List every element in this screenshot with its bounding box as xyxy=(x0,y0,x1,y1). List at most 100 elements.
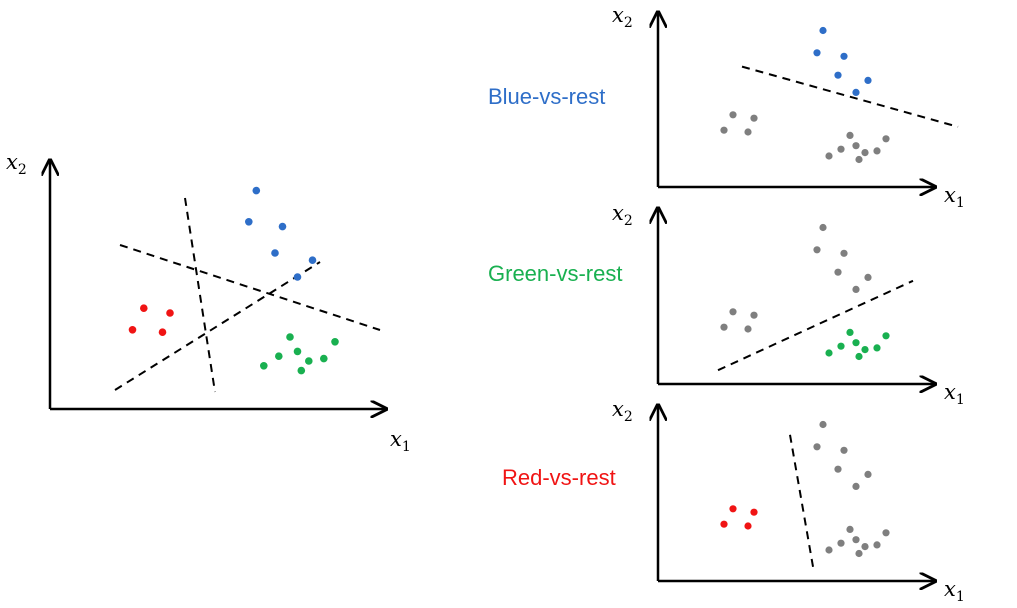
blue-panel-red-point-4 xyxy=(744,128,752,136)
combined-green-point-2 xyxy=(331,338,339,346)
blue-x-label: x1 xyxy=(944,183,965,211)
red-panel-blue-point-4 xyxy=(834,465,842,473)
combined-blue-point-3 xyxy=(278,222,287,231)
red-panel-blue-point-1 xyxy=(819,420,827,429)
red-panel-green-point-4 xyxy=(852,536,860,544)
combined-green-point-8 xyxy=(297,366,306,375)
green-panel-green-point-4 xyxy=(852,339,860,347)
red-panel-green-point-5 xyxy=(861,543,869,551)
combined-green-point-3 xyxy=(275,352,283,361)
red-x-label: x1 xyxy=(944,577,965,605)
combined-red-point-4 xyxy=(158,328,167,337)
green-panel-red-point-2 xyxy=(720,323,728,331)
red-panel-blue-point-3 xyxy=(840,446,848,454)
combined-blue-point-4 xyxy=(271,249,279,257)
combined-red-point-3 xyxy=(166,309,174,317)
combined-green-point-6 xyxy=(320,354,328,363)
green-panel-green-point-7 xyxy=(825,349,833,357)
green-panel-green-point-1 xyxy=(846,328,854,336)
blue-vs-rest-label: Blue-vs-rest xyxy=(488,84,605,109)
blue-panel-green-point-3 xyxy=(837,145,845,153)
combined-blue-point-2 xyxy=(245,218,253,226)
combined-blue-point-6 xyxy=(293,273,302,281)
green-panel-blue-point-6 xyxy=(852,285,860,293)
blue-panel-green-point-5 xyxy=(861,149,869,157)
green-panel-green-point-2 xyxy=(882,332,890,340)
green-panel-blue-point-5 xyxy=(864,273,872,281)
blue-vs-rest-panel: x1 x2 xyxy=(612,3,965,211)
blue-panel-red-point-2 xyxy=(720,126,728,134)
green-panel-blue-point-3 xyxy=(840,249,848,257)
green-panel-red-point-3 xyxy=(750,311,758,319)
red-panel-green-point-2 xyxy=(882,529,890,537)
red-separator-line xyxy=(789,434,815,573)
combined-red-point-1 xyxy=(140,304,148,313)
blue-panel-red-point-3 xyxy=(750,114,758,122)
blue-panel-green-point-8 xyxy=(855,155,863,164)
blue-y-label: x2 xyxy=(612,3,633,31)
red-panel-blue-point-2 xyxy=(813,443,821,451)
blue-separator-line xyxy=(741,65,959,128)
red-vs-rest-panel: x1 x2 xyxy=(612,397,965,605)
red-panel-green-point-6 xyxy=(873,541,881,549)
blue-panel-blue-point-2 xyxy=(813,49,821,57)
blue-panel-blue-point-5 xyxy=(864,76,872,84)
green-panel-red-point-1 xyxy=(729,308,737,316)
green-separator-line xyxy=(717,279,914,372)
green-x-label: x1 xyxy=(944,380,965,408)
green-panel-green-point-6 xyxy=(873,344,881,352)
green-vs-rest-label: Green-vs-rest xyxy=(488,261,622,286)
blue-panel-green-point-2 xyxy=(882,135,890,143)
combined-blue-point-1 xyxy=(252,186,261,195)
blue-panel-blue-point-1 xyxy=(819,26,827,35)
red-panel-blue-point-5 xyxy=(864,470,872,478)
red-panel-red-point-1 xyxy=(729,505,737,513)
blue-panel-blue-point-4 xyxy=(834,71,842,79)
green-separator xyxy=(717,279,914,372)
green-panel-green-point-5 xyxy=(861,346,869,354)
combined-x-label: x1 xyxy=(390,427,411,455)
red-y-label: x2 xyxy=(612,397,633,425)
red-panel-green-point-1 xyxy=(846,525,854,534)
combined-separator-green xyxy=(114,261,321,391)
red-panel-red-point-3 xyxy=(750,508,758,516)
red-panel-red-point-4 xyxy=(744,522,752,530)
combined-green-point-4 xyxy=(293,347,302,356)
blue-panel-green-point-6 xyxy=(873,147,881,155)
green-panel-green-point-3 xyxy=(837,342,845,350)
blue-panel-blue-point-6 xyxy=(852,88,860,96)
combined-green-point-5 xyxy=(305,357,313,365)
green-panel-blue-point-2 xyxy=(813,246,821,254)
combined-green-point-1 xyxy=(286,333,294,341)
combined-red-point-2 xyxy=(128,326,137,334)
green-panel-blue-point-1 xyxy=(819,223,827,232)
red-panel-blue-point-6 xyxy=(852,482,860,490)
red-panel-green-point-8 xyxy=(855,549,863,558)
combined-blue-point-5 xyxy=(308,256,317,265)
green-panel-green-point-8 xyxy=(855,352,863,361)
green-y-label: x2 xyxy=(612,201,633,229)
green-panel-points xyxy=(720,223,890,361)
green-panel-blue-point-4 xyxy=(834,268,842,276)
green-panel-red-point-4 xyxy=(744,325,752,333)
red-vs-rest-label: Red-vs-rest xyxy=(502,465,616,490)
blue-panel-green-point-4 xyxy=(852,142,860,150)
blue-separator xyxy=(741,65,959,128)
red-panel-points xyxy=(720,420,890,558)
blue-panel-points xyxy=(720,26,890,164)
combined-y-label: x2 xyxy=(6,150,27,178)
combined-points xyxy=(128,186,339,375)
blue-panel-red-point-1 xyxy=(729,111,737,119)
red-panel-green-point-7 xyxy=(825,546,833,554)
combined-panel: x1 x2 xyxy=(6,150,411,455)
red-panel-red-point-2 xyxy=(720,520,728,528)
blue-panel-green-point-7 xyxy=(825,152,833,160)
blue-panel-blue-point-3 xyxy=(840,52,848,60)
red-panel-green-point-3 xyxy=(837,539,845,547)
combined-separator-blue xyxy=(119,244,381,331)
red-separator xyxy=(789,434,815,573)
blue-panel-green-point-1 xyxy=(846,131,854,139)
green-vs-rest-panel: x1 x2 xyxy=(612,201,965,408)
combined-separator-red xyxy=(184,197,216,393)
